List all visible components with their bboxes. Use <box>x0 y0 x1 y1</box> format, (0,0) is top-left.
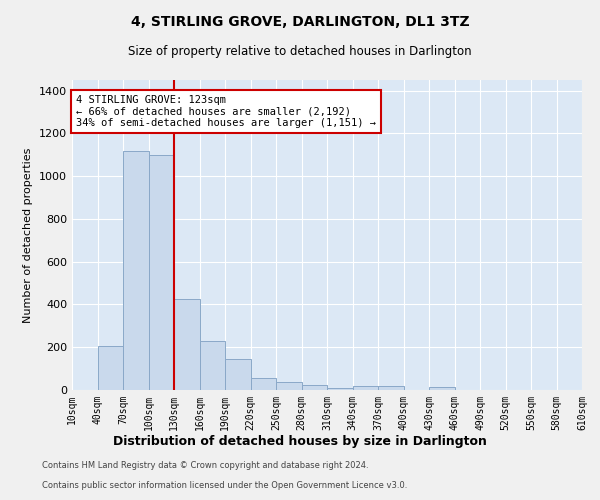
Bar <box>302 385 327 390</box>
Bar <box>251 378 276 390</box>
Bar <box>123 150 149 390</box>
Bar <box>199 341 225 390</box>
Y-axis label: Number of detached properties: Number of detached properties <box>23 148 34 322</box>
Bar <box>97 346 123 390</box>
Text: 4, STIRLING GROVE, DARLINGTON, DL1 3TZ: 4, STIRLING GROVE, DARLINGTON, DL1 3TZ <box>131 15 469 29</box>
Bar <box>353 386 378 390</box>
Text: Distribution of detached houses by size in Darlington: Distribution of detached houses by size … <box>113 435 487 448</box>
Bar <box>174 299 199 390</box>
Bar <box>327 388 353 390</box>
Text: Contains HM Land Registry data © Crown copyright and database right 2024.: Contains HM Land Registry data © Crown c… <box>42 461 368 470</box>
Text: Size of property relative to detached houses in Darlington: Size of property relative to detached ho… <box>128 45 472 58</box>
Bar <box>276 382 302 390</box>
Bar <box>429 388 455 390</box>
Text: 4 STIRLING GROVE: 123sqm
← 66% of detached houses are smaller (2,192)
34% of sem: 4 STIRLING GROVE: 123sqm ← 66% of detach… <box>76 95 376 128</box>
Bar <box>149 155 174 390</box>
Bar <box>225 359 251 390</box>
Bar <box>378 386 404 390</box>
Text: Contains public sector information licensed under the Open Government Licence v3: Contains public sector information licen… <box>42 481 407 490</box>
